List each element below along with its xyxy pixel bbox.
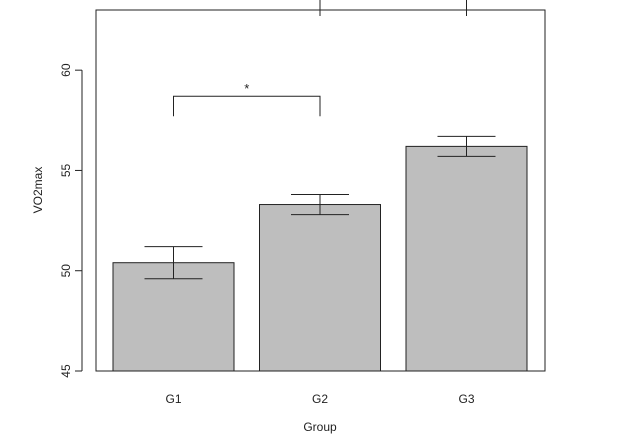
bar-g3 (405, 145, 528, 372)
x-tick-label: G1 (165, 392, 181, 406)
significance-bracket: * (319, 0, 467, 16)
x-axis-label: Group (303, 420, 337, 434)
error-bars (144, 135, 496, 280)
x-tick-label: G2 (312, 392, 328, 406)
significance-star: * (244, 81, 249, 96)
error-bar-g2 (291, 194, 349, 216)
y-axis-label: VO2max (31, 167, 45, 214)
bars (112, 145, 528, 372)
x-tick-label: G3 (458, 392, 474, 406)
y-tick-label: 45 (59, 364, 73, 378)
x-axis: G1 G2 G3 (165, 392, 474, 406)
error-bar-g3 (437, 135, 496, 157)
significance-bracket: * (173, 81, 321, 117)
y-tick-label: 55 (59, 163, 73, 177)
significance-brackets: *** (173, 0, 467, 117)
y-tick-label: 50 (59, 264, 73, 278)
y-axis: 45 50 55 60 (59, 63, 83, 378)
bar-g2 (259, 204, 381, 372)
error-bar-g1 (144, 246, 203, 280)
y-tick-label: 60 (59, 63, 73, 77)
